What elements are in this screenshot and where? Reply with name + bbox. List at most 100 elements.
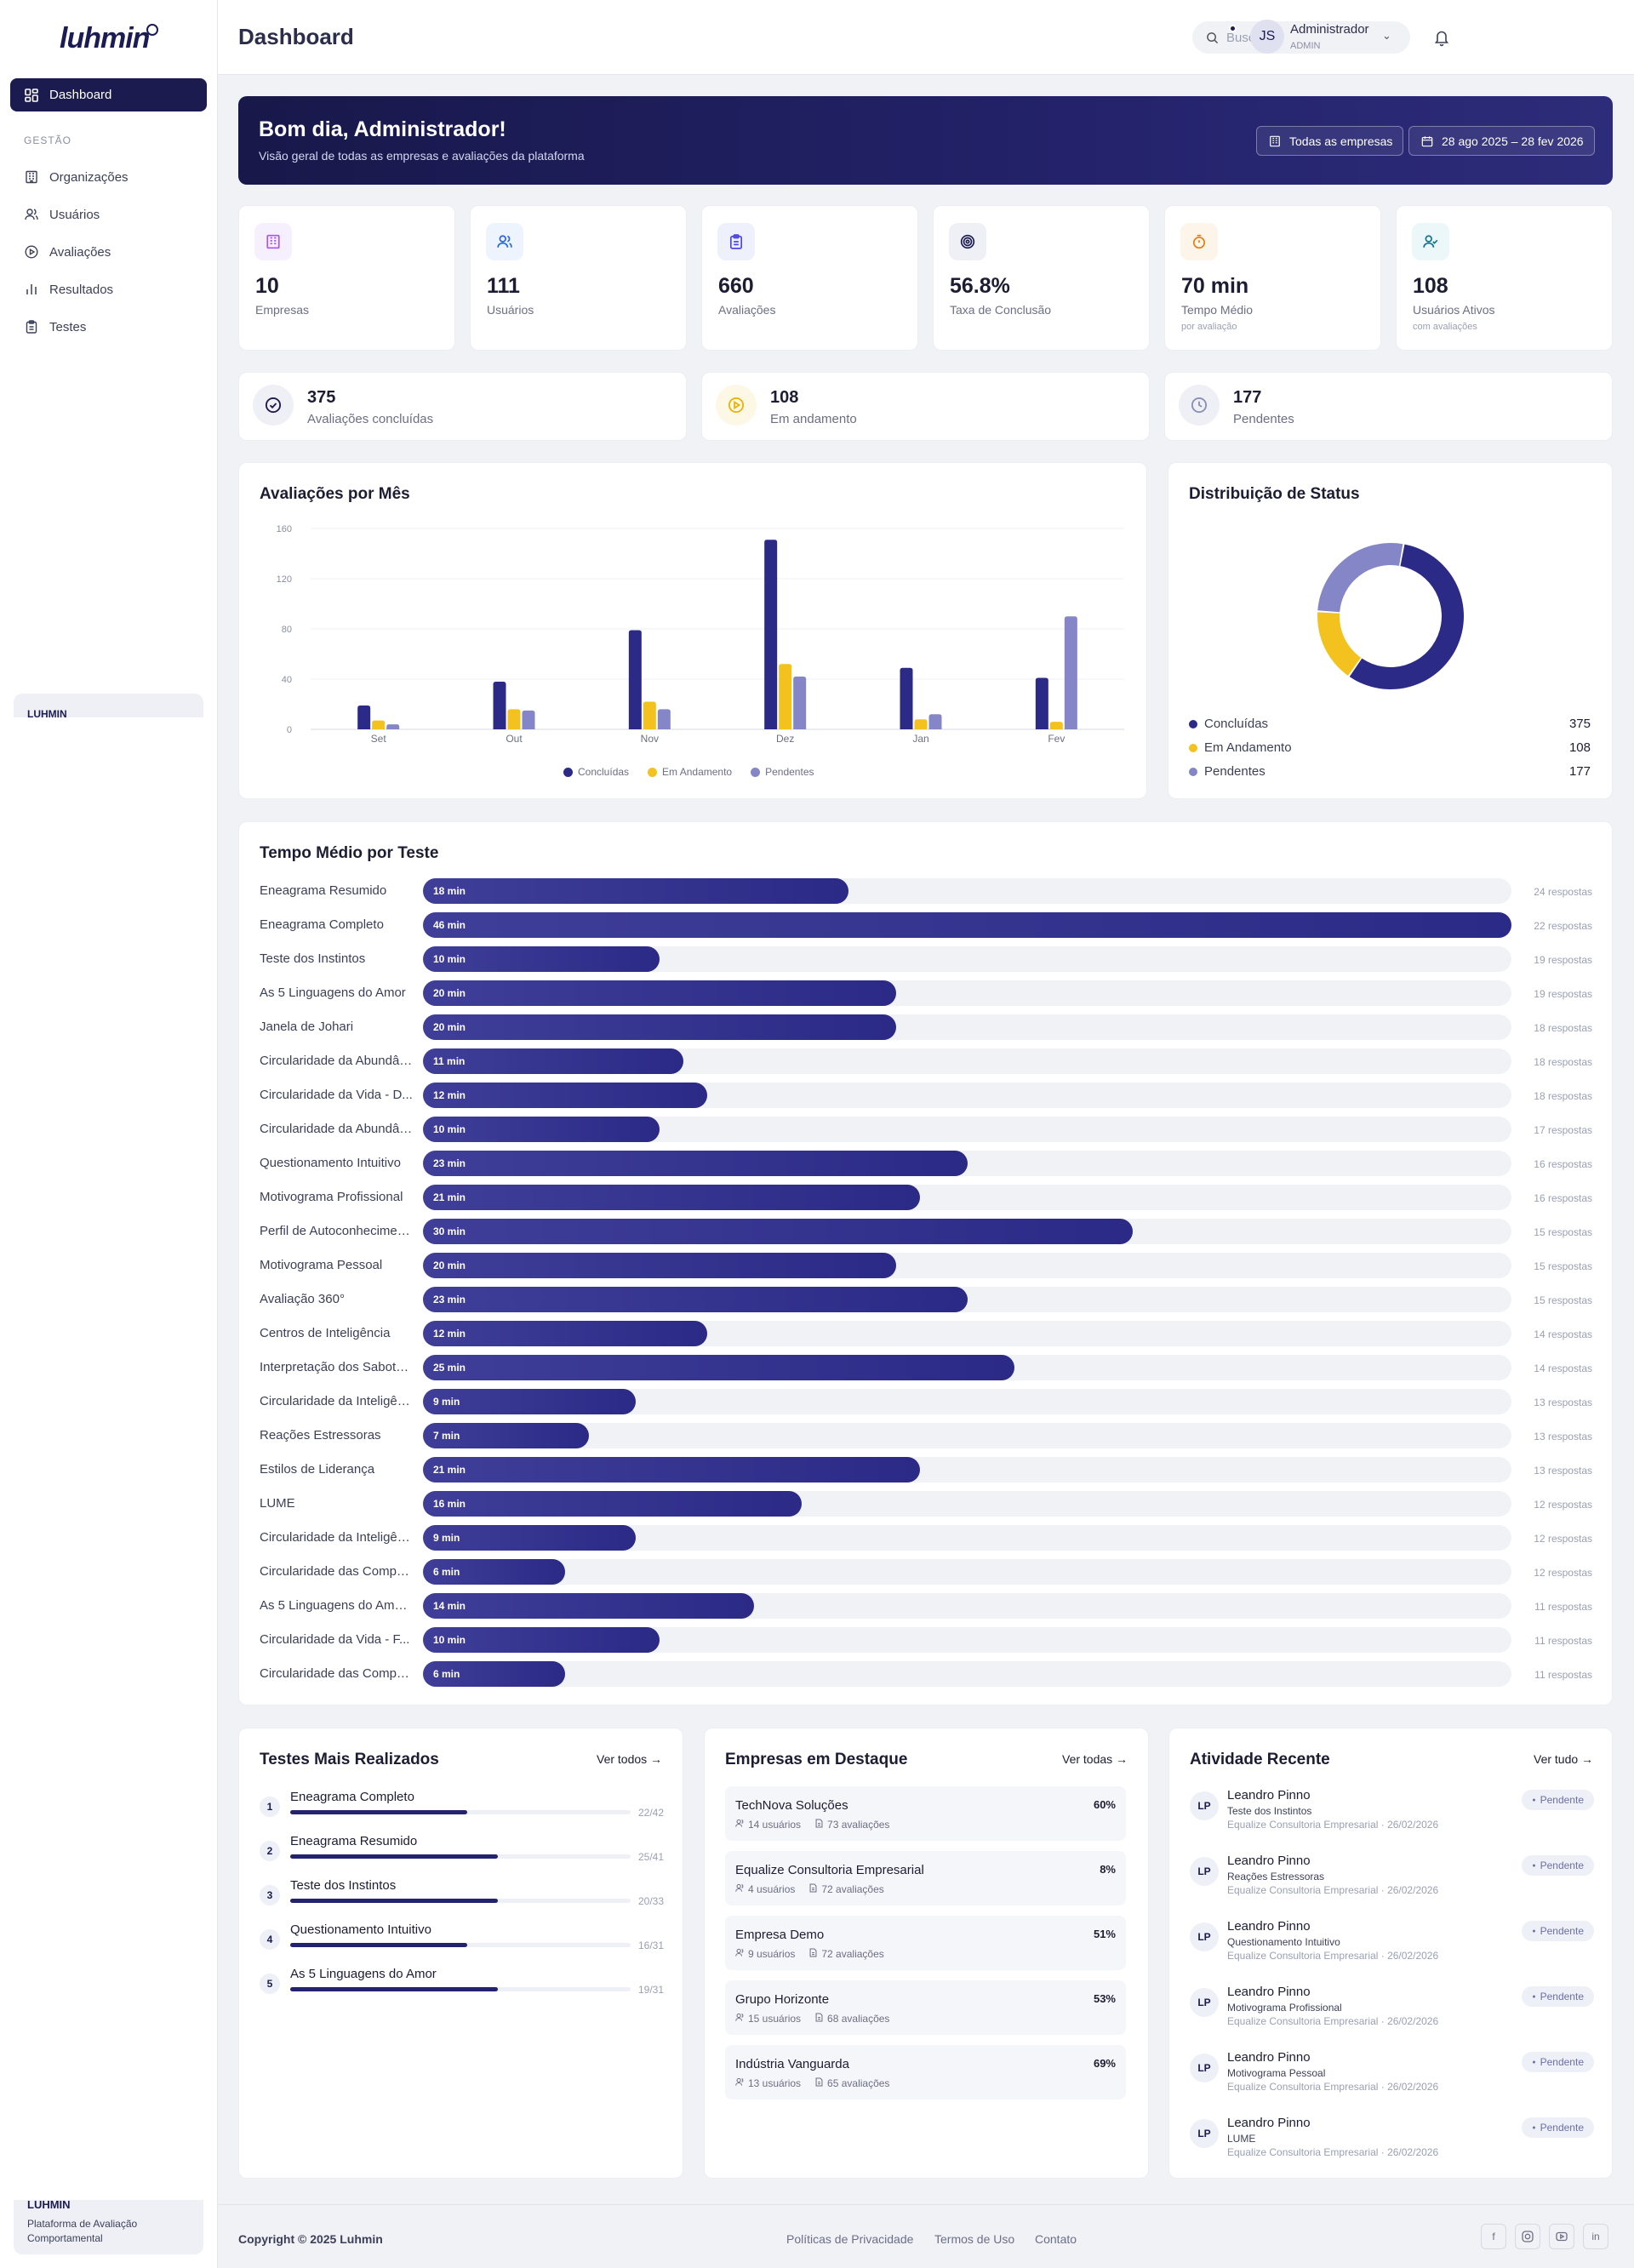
time-bar-fill[interactable]: 20 min [423,980,897,1006]
sidebar-item-usuarios[interactable]: Usuários [24,201,100,228]
time-bar-fill[interactable]: 10 min [423,946,660,972]
top-test-row[interactable]: 2 Eneagrama Resumido 25/41 [260,1834,664,1871]
sidebar-item-resultados[interactable]: Resultados [24,276,113,303]
footer-link-contact[interactable]: Contato [1035,2232,1077,2246]
youtube-icon[interactable] [1549,2224,1574,2249]
top-test-row[interactable]: 4 Questionamento Intuitivo 16/31 [260,1922,664,1960]
bar-pendentes-nov[interactable] [657,709,671,729]
time-bar-fill[interactable]: 9 min [423,1389,637,1414]
bar-concluídas-set[interactable] [357,705,371,729]
company-row[interactable]: Grupo Horizonte 15 usuários 68 avaliações 5… [725,1980,1126,2035]
avatar[interactable]: JS [1250,20,1284,54]
time-bar-fill[interactable]: 10 min [423,1117,660,1142]
time-bar-fill[interactable]: 20 min [423,1253,897,1278]
activity-row[interactable]: LP Leandro Pinno Motivograma Pessoal Equali… [1190,2050,1594,2110]
time-bar-fill[interactable]: 6 min [423,1661,565,1687]
time-bar-track: 21 min [423,1457,1511,1482]
time-bar-fill[interactable]: 6 min [423,1559,565,1585]
sidebar-item-label: Dashboard [49,88,112,102]
search-icon [1204,30,1220,45]
activity-row[interactable]: LP Leandro Pinno Teste dos Instintos Equali… [1190,1788,1594,1848]
time-bar-fill[interactable]: 11 min [423,1048,683,1074]
bar-em-andamento-dez[interactable] [779,664,792,729]
sidebar-item-dashboard[interactable]: Dashboard [10,78,207,111]
time-bar-fill[interactable]: 7 min [423,1423,589,1448]
company-percentage: 60% [1093,1798,1116,1811]
bar-em-andamento-fev[interactable] [1049,722,1063,729]
donut-slice-concluídas[interactable] [1349,544,1464,689]
time-bar-fill[interactable]: 25 min [423,1355,1015,1380]
link-label: Ver todas [1062,1752,1113,1766]
company-row[interactable]: Equalize Consultoria Empresarial 4 usuári… [725,1851,1126,1905]
view-all-companies-link[interactable]: Ver todas → [1062,1752,1128,1766]
linkedin-icon[interactable]: in [1583,2224,1608,2249]
instagram-icon[interactable] [1515,2224,1540,2249]
test-name: Circularidade das Compet... [260,1666,413,1681]
rank-badge: 3 [260,1885,280,1905]
time-bar-fill[interactable]: 30 min [423,1219,1134,1244]
activity-row[interactable]: LP Leandro Pinno Questionamento Intuitivo E… [1190,1919,1594,1979]
app-logo[interactable]: luhmin [60,22,150,54]
time-bar-fill[interactable]: 20 min [423,1014,897,1040]
time-bar-fill[interactable]: 9 min [423,1525,637,1551]
bar-em-andamento-nov[interactable] [643,701,656,729]
top-test-row[interactable]: 5 As 5 Linguagens do Amor 19/31 [260,1967,664,2004]
notification-button[interactable] [1430,26,1454,49]
facebook-icon[interactable]: f [1481,2224,1506,2249]
top-test-row[interactable]: 1 Eneagrama Completo 22/42 [260,1790,664,1827]
time-bar-fill[interactable]: 12 min [423,1083,707,1108]
bar-concluídas-fev[interactable] [1035,677,1048,729]
activity-row[interactable]: LP Leandro Pinno Motivograma Profissional E… [1190,1985,1594,2044]
bar-em-andamento-out[interactable] [507,709,521,729]
user-name[interactable]: Administrador [1290,22,1369,37]
activity-row[interactable]: LP Leandro Pinno LUME Equalize Consultoria … [1190,2116,1594,2175]
time-bar-fill[interactable]: 21 min [423,1185,920,1210]
bar-concluídas-dez[interactable] [764,540,778,729]
bar-pendentes-fev[interactable] [1064,616,1077,729]
time-bar-fill[interactable]: 23 min [423,1287,968,1312]
welcome-banner: Bom dia, Administrador! Visão geral de t… [238,96,1613,185]
view-all-activity-link[interactable]: Ver tudo → [1534,1752,1593,1766]
bar-pendentes-set[interactable] [386,724,400,729]
top-test-row[interactable]: 3 Teste dos Instintos 20/33 [260,1878,664,1916]
time-bar-fill[interactable]: 10 min [423,1627,660,1653]
time-bar-fill[interactable]: 46 min [423,912,1511,938]
footer-link-privacy[interactable]: Políticas de Privacidade [786,2232,914,2246]
date-range-button[interactable]: 28 ago 2025 – 28 fev 2026 [1408,126,1595,156]
bar-concluídas-out[interactable] [493,681,506,729]
time-bar-fill[interactable]: 18 min [423,878,849,904]
time-bar-fill[interactable]: 21 min [423,1457,920,1482]
chevron-down-icon[interactable]: ⌄ [1382,29,1391,42]
company-users: 15 usuários [735,2013,801,2025]
time-bar-fill[interactable]: 12 min [423,1321,707,1346]
bar-pendentes-dez[interactable] [793,677,807,729]
company-filter-button[interactable]: Todas as empresas [1256,126,1404,156]
sidebar-item-testes[interactable]: Testes [24,313,86,340]
bar-em-andamento-set[interactable] [372,720,386,729]
sidebar-item-avaliacoes[interactable]: Avaliações [24,238,111,266]
view-all-tests-link[interactable]: Ver todos → [597,1752,662,1766]
bar-pendentes-out[interactable] [522,710,535,729]
avg-time-card: Tempo Médio por Teste Eneagrama Resumido… [238,821,1613,1705]
donut-slice-pendentes[interactable] [1317,543,1403,613]
bar-concluídas-nov[interactable] [628,630,642,729]
company-row[interactable]: Indústria Vanguarda 13 usuários 65 avaliaç… [725,2045,1126,2099]
status-badge: ● Pendente [1522,1921,1594,1941]
sidebar-item-organizacoes[interactable]: Organizações [24,163,129,191]
distribution-label: Em Andamento [1204,740,1292,755]
bar-em-andamento-jan[interactable] [914,719,928,729]
legend-dot [563,767,573,777]
time-bar-fill[interactable]: 16 min [423,1491,802,1517]
company-row[interactable]: TechNova Soluções 14 usuários 73 avaliaçõe… [725,1786,1126,1841]
activity-row[interactable]: LP Leandro Pinno Reações Estressoras Equali… [1190,1854,1594,1913]
sidebar-card-title: LUHMIN [27,2200,71,2211]
time-bar-fill[interactable]: 23 min [423,1151,968,1176]
status-dot-icon: ● [1532,1862,1536,1869]
bar-concluídas-jan[interactable] [900,667,913,729]
time-bar-fill[interactable]: 14 min [423,1593,755,1619]
footer-link-terms[interactable]: Termos de Uso [934,2232,1015,2246]
bar-pendentes-jan[interactable] [928,714,942,729]
donut-slice-em-andamento[interactable] [1317,612,1362,676]
notification-dot [1229,25,1237,32]
company-row[interactable]: Empresa Demo 9 usuários 72 avaliações 51% [725,1916,1126,1970]
